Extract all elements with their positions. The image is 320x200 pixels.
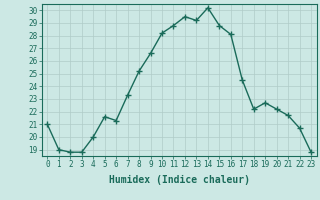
X-axis label: Humidex (Indice chaleur): Humidex (Indice chaleur) <box>109 175 250 185</box>
